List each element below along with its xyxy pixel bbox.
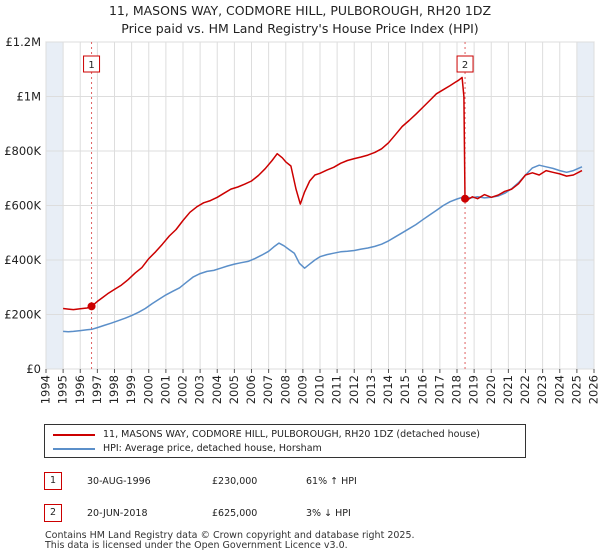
x-tick-label: 2026 xyxy=(587,375,600,404)
chart-badge-2 xyxy=(456,55,474,73)
x-tick-label: 2021 xyxy=(501,375,515,404)
legend: 11, MASONS WAY, CODMORE HILL, PULBOROUGH… xyxy=(44,424,526,458)
x-tick-label: 1996 xyxy=(73,375,87,404)
x-tick-label: 2020 xyxy=(484,375,498,404)
y-tick-label: £800K xyxy=(4,144,41,158)
x-tick-label: 2005 xyxy=(227,375,241,404)
x-tick-label: 2015 xyxy=(398,375,412,404)
x-tick-label: 2008 xyxy=(278,375,292,404)
x-tick-label: 2001 xyxy=(158,375,172,404)
x-tick-label: 2024 xyxy=(552,375,566,404)
y-tick-label: £1.2M xyxy=(5,35,41,49)
grid-layer xyxy=(45,41,595,370)
sale-price-1: £230,000 xyxy=(212,476,258,487)
legend-label-hpi: HPI: Average price, detached house, Hors… xyxy=(103,443,322,454)
x-tick-label: 2012 xyxy=(347,375,361,404)
chart-badge-label-1: 1 xyxy=(88,60,94,71)
legend-entry-property: 11, MASONS WAY, CODMORE HILL, PULBOROUGH… xyxy=(53,428,480,442)
y-tick-label: £400K xyxy=(4,253,41,267)
y-tick-label: £1M xyxy=(16,90,41,104)
x-tick-label: 2023 xyxy=(535,375,549,404)
x-tick-label: 2017 xyxy=(432,375,446,404)
legend-entry-hpi: HPI: Average price, detached house, Hors… xyxy=(53,442,322,456)
x-tick-label: 2009 xyxy=(295,375,309,404)
x-tick-label: 2022 xyxy=(518,375,532,404)
x-tick-label: 1994 xyxy=(39,375,53,404)
x-tick-label: 2006 xyxy=(244,375,258,404)
x-tick-label: 2007 xyxy=(261,375,275,404)
y-tick-label: £0 xyxy=(26,362,41,376)
x-tick-label: 2000 xyxy=(141,375,155,404)
chart-title-line-2: Price paid vs. HM Land Registry's House … xyxy=(121,21,479,36)
x-tick-label: 2018 xyxy=(450,375,464,404)
sale-badge-1: 1 xyxy=(44,472,62,490)
sale-date-1: 30-AUG-1996 xyxy=(87,476,151,487)
series-line-property xyxy=(63,76,583,311)
legend-label-property: 11, MASONS WAY, CODMORE HILL, PULBOROUGH… xyxy=(103,429,480,440)
y-tick-label: £600K xyxy=(4,199,41,213)
footer-line-2: This data is licensed under the Open Gov… xyxy=(45,540,348,551)
y-tick-label: £200K xyxy=(4,308,41,322)
sale-point-2 xyxy=(461,194,470,203)
chart-title-line-1: 11, MASONS WAY, CODMORE HILL, PULBOROUGH… xyxy=(108,3,492,18)
x-tick-label: 1998 xyxy=(107,375,121,404)
legend-swatch-hpi xyxy=(53,447,95,450)
x-tick-label: 2014 xyxy=(381,375,395,404)
sale-points xyxy=(87,194,470,311)
chart-badge-label-2: 2 xyxy=(462,60,468,71)
sale-badge-2: 2 xyxy=(44,504,62,522)
sale-date-2: 20-JUN-2018 xyxy=(87,508,148,519)
sale-price-2: £625,000 xyxy=(212,508,258,519)
x-tick-label: 2010 xyxy=(313,375,327,404)
chart-title: 11, MASONS WAY, CODMORE HILL, PULBOROUGH… xyxy=(0,2,600,38)
x-tick-label: 2025 xyxy=(569,375,583,404)
x-tick-label: 1995 xyxy=(56,375,70,404)
sale-hpi-2: 3% ↓ HPI xyxy=(306,508,351,519)
sale-point-1 xyxy=(87,302,96,311)
x-tick-label: 2019 xyxy=(467,375,481,404)
x-tick-label: 2013 xyxy=(364,375,378,404)
series-layer xyxy=(63,76,583,333)
chart-badge-1 xyxy=(83,55,101,73)
x-tick-label: 2016 xyxy=(415,375,429,404)
x-tick-label: 2004 xyxy=(210,375,224,404)
x-tick-label: 2002 xyxy=(176,375,190,404)
footer: Contains HM Land Registry data © Crown c… xyxy=(45,531,415,551)
x-tick-label: 2011 xyxy=(330,375,344,404)
x-tick-label: 2003 xyxy=(193,375,207,404)
footer-line-1: Contains HM Land Registry data © Crown c… xyxy=(45,530,415,541)
legend-swatch-property xyxy=(53,433,95,436)
x-tick-label: 1997 xyxy=(90,375,104,404)
x-tick-label: 1999 xyxy=(124,375,138,404)
sale-hpi-1: 61% ↑ HPI xyxy=(306,476,357,487)
